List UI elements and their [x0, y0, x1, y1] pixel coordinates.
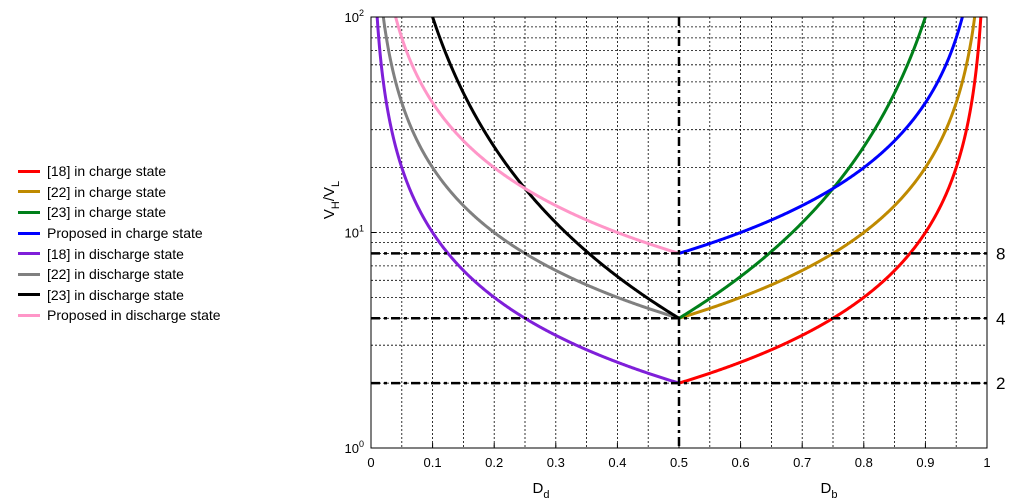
legend-swatch [18, 169, 40, 173]
x-tick-label: 0.2 [485, 455, 503, 470]
x-tick-label: 0.1 [424, 455, 442, 470]
reference-lines: 8 4 2 [371, 17, 1005, 448]
legend-swatch [18, 313, 40, 317]
legend-label: [23] in discharge state [47, 286, 184, 303]
reference-label-2: 2 [996, 374, 1005, 393]
series-line-1 [678, 16, 983, 385]
y-tick-label: 101 [345, 224, 364, 241]
series-line-6 [381, 15, 680, 320]
legend-entry: [23] in discharge state [18, 285, 221, 306]
reference-label-4: 4 [996, 309, 1005, 328]
legend: [18] in charge state [22] in charge state… [18, 161, 221, 326]
ticks: 0 0.1 0.2 0.3 0.4 0.5 0.6 0.7 0.8 0.9 1 100 101 102 [345, 8, 991, 470]
curves [375, 15, 983, 385]
legend-label: [22] in discharge state [47, 266, 184, 283]
legend-entry: [22] in discharge state [18, 264, 221, 285]
x-tick-label: 1 [983, 455, 990, 470]
legend-swatch [18, 252, 40, 256]
x-axis-label-right: Db [821, 480, 838, 501]
legend-entry: [22] in charge state [18, 182, 221, 203]
series-line-5 [375, 16, 680, 385]
x-tick-label: 0.5 [670, 455, 688, 470]
series-line-4 [678, 15, 964, 255]
legend-label: [22] in charge state [47, 183, 167, 200]
legend-entry: [18] in discharge state [18, 243, 221, 264]
x-tick-label: 0.8 [855, 455, 873, 470]
series-line-3 [678, 15, 927, 320]
y-tick-label: 100 [345, 439, 364, 456]
x-tick-label: 0.9 [916, 455, 934, 470]
x-tick-label: 0.7 [793, 455, 811, 470]
legend-label: [18] in discharge state [47, 245, 184, 262]
legend-label: [18] in charge state [47, 163, 167, 180]
x-axis-label-left: Dd [533, 480, 550, 501]
y-axis-label: VH/VL [321, 181, 342, 219]
legend-label: Proposed in discharge state [47, 307, 221, 324]
x-tick-label: 0.4 [608, 455, 626, 470]
legend-swatch [18, 272, 40, 276]
legend-label: Proposed in charge state [47, 225, 203, 242]
legend-entry: Proposed in discharge state [18, 305, 221, 326]
legend-swatch [18, 231, 40, 235]
reference-label-8: 8 [996, 244, 1005, 263]
x-tick-label: 0 [367, 455, 374, 470]
series-line-2 [678, 15, 977, 320]
y-tick-label: 102 [345, 8, 364, 25]
legend-entry: [23] in charge state [18, 202, 221, 223]
legend-label: [23] in charge state [47, 204, 167, 221]
x-tick-label: 0.3 [547, 455, 565, 470]
legend-swatch [18, 210, 40, 214]
series-line-8 [394, 15, 680, 255]
legend-swatch [18, 190, 40, 194]
series-line-7 [431, 15, 680, 320]
x-tick-label: 0.6 [732, 455, 750, 470]
legend-entry: Proposed in charge state [18, 223, 221, 244]
legend-swatch [18, 293, 40, 297]
legend-entry: [18] in charge state [18, 161, 221, 182]
